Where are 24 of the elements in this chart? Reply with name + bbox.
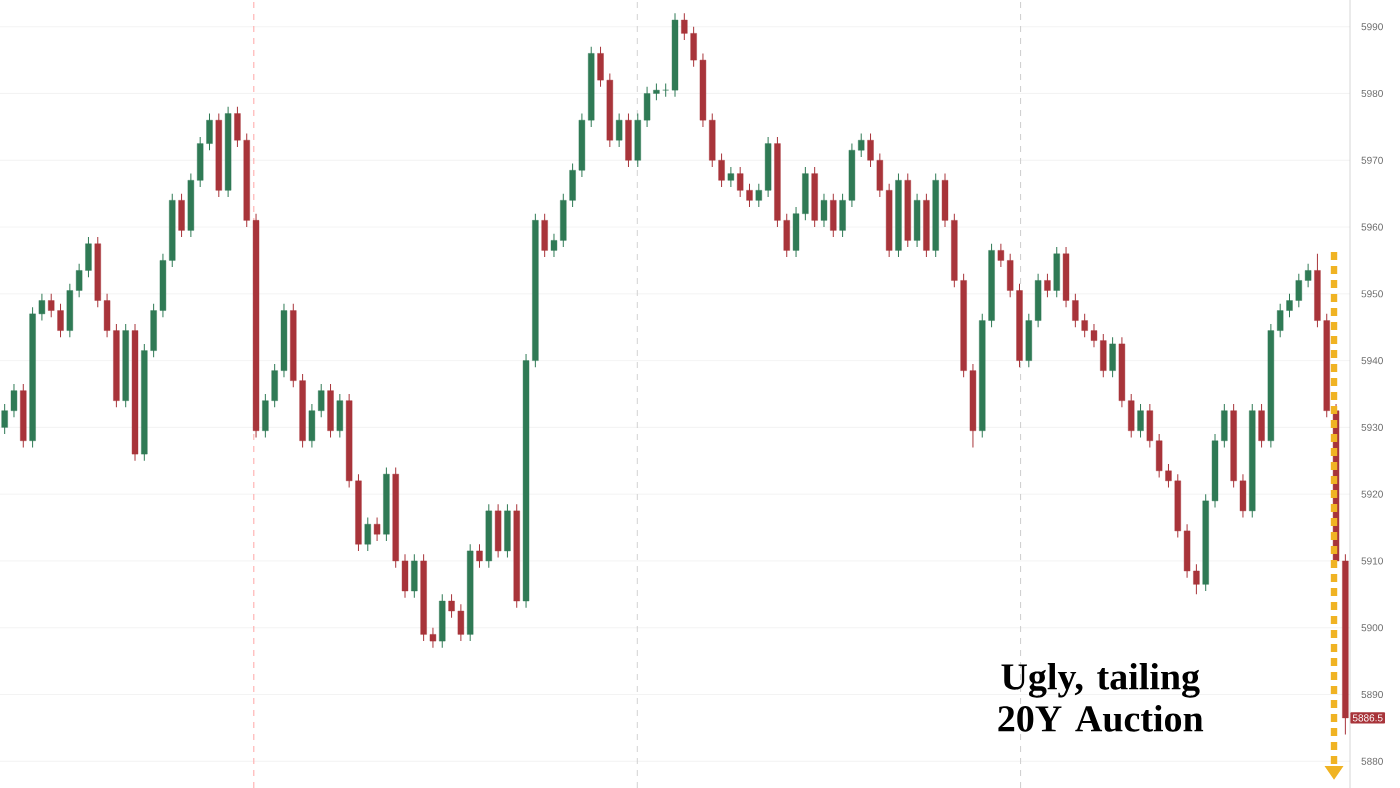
candlestick [504,503,511,559]
candlestick [336,393,344,438]
candlestick [178,193,185,238]
candlestick [727,166,735,188]
candlestick [541,213,548,258]
candlestick [913,193,921,248]
candlestick [1258,403,1265,448]
candlestick [1137,403,1144,438]
candlestick [830,193,837,238]
candlestick [327,383,334,438]
candlestick [439,593,446,649]
candlestick [625,113,632,168]
candlestick [1044,273,1051,298]
candlestick [364,517,371,552]
candlestick [615,113,623,148]
candlestick [411,553,418,599]
candlestick [1109,336,1116,378]
candlestick [476,543,483,569]
annotation: Ugly, tailing 20Y Auction [998,662,1204,732]
candlestick [820,193,828,228]
candlestick [373,517,381,542]
candlestick [494,503,502,559]
candlestick [811,166,818,228]
candlestick [1053,246,1060,298]
